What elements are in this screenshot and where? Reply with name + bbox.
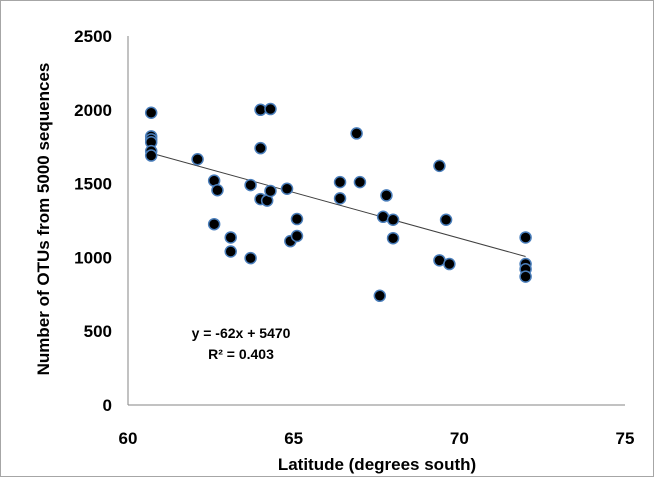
y-tick-label: 500 [84,322,112,341]
data-point [191,152,204,166]
y-tick-label: 2500 [74,27,112,46]
data-point [144,149,158,162]
tick-labels: 0 500 1000 1500 2000 2500 60 65 70 75 [74,27,634,448]
data-point [350,127,363,140]
data-point [519,270,532,283]
y-tick-label: 1000 [74,248,112,267]
data-point [254,141,267,155]
r-squared-annotation: R² = 0.403 [208,346,274,362]
data-point [443,257,456,271]
data-point [373,289,387,303]
data-point [333,175,347,189]
data-point [211,183,224,197]
y-tick-label: 0 [103,396,112,415]
y-tick-label: 1500 [74,175,112,194]
data-point [386,213,400,227]
data-point [333,192,347,205]
data-point [519,231,532,244]
data-point [439,213,453,227]
data-point [433,159,446,173]
axes [127,36,625,406]
data-point [264,184,277,198]
x-tick-label: 65 [284,429,303,448]
data-point [280,182,294,196]
data-point [207,217,221,231]
y-tick-label: 2000 [74,101,112,120]
data-points [144,102,532,303]
x-axis-title: Latitude (degrees south) [278,455,476,474]
data-point [144,106,158,120]
equation-annotation: y = -62x + 5470 [192,325,291,341]
trendline [151,152,526,257]
data-point [386,231,400,245]
x-tick-label: 75 [616,429,635,448]
trendline-group [151,152,526,257]
x-tick-label: 60 [119,429,138,448]
data-point [244,178,257,192]
x-tick-label: 70 [450,429,469,448]
data-point [380,189,393,202]
data-point [224,245,237,258]
data-point [224,231,237,244]
data-point [290,229,304,243]
data-point [244,251,257,265]
y-axis-title: Number of OTUs from 5000 sequences [34,63,53,376]
data-point [264,102,277,116]
data-point [290,212,304,226]
data-point [353,175,367,189]
